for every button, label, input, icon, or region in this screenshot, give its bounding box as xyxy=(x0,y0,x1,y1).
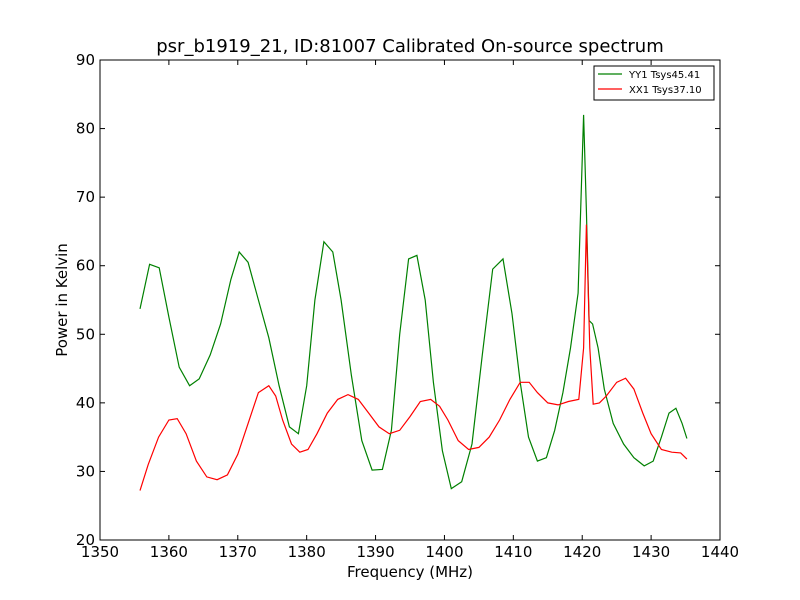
x-tick-label: 1430 xyxy=(632,543,670,561)
x-tick-label: 1410 xyxy=(494,543,532,561)
legend-label-1: YY1 Tsys45.41 xyxy=(628,70,700,81)
x-tick-label: 1360 xyxy=(150,543,188,561)
plot-area xyxy=(100,60,720,540)
legend-box xyxy=(593,65,715,101)
y-axis-label: Power in Kelvin xyxy=(53,243,71,357)
series-lines xyxy=(139,114,688,491)
y-tick-label: 90 xyxy=(76,51,95,69)
legend-label-2: XX1 Tsys37.10 xyxy=(629,85,702,96)
chart-title: psr_b1919_21, ID:81007 Calibrated On-sou… xyxy=(156,36,663,57)
series-line-1 xyxy=(139,114,688,490)
y-tick-label: 70 xyxy=(76,188,95,206)
y-tick-label: 50 xyxy=(76,325,95,343)
y-tick-label: 30 xyxy=(76,462,95,480)
series-line-2 xyxy=(139,224,688,491)
y-tick-label: 80 xyxy=(76,120,95,138)
x-axis-ticks: 1350 1360 1370 1380 1390 1400 1410 1420 1430 1440 xyxy=(81,60,739,561)
x-tick-label: 1390 xyxy=(356,543,394,561)
legend: YY1 Tsys45.41 XX1 Tsys37.10 xyxy=(593,65,715,101)
x-tick-label: 1420 xyxy=(563,543,601,561)
x-tick-label: 1370 xyxy=(219,543,257,561)
x-tick-label: 1440 xyxy=(701,543,739,561)
x-tick-label: 1400 xyxy=(425,543,463,561)
y-tick-label: 40 xyxy=(76,394,95,412)
plot-frame xyxy=(99,59,721,541)
y-tick-label: 60 xyxy=(76,257,95,275)
x-tick-label: 1350 xyxy=(81,543,119,561)
x-axis-label: Frequency (MHz) xyxy=(347,563,473,581)
y-tick-label: 20 xyxy=(76,531,95,549)
x-tick-label: 1380 xyxy=(288,543,326,561)
y-axis-ticks: 20 30 40 50 60 70 80 90 xyxy=(76,51,720,549)
